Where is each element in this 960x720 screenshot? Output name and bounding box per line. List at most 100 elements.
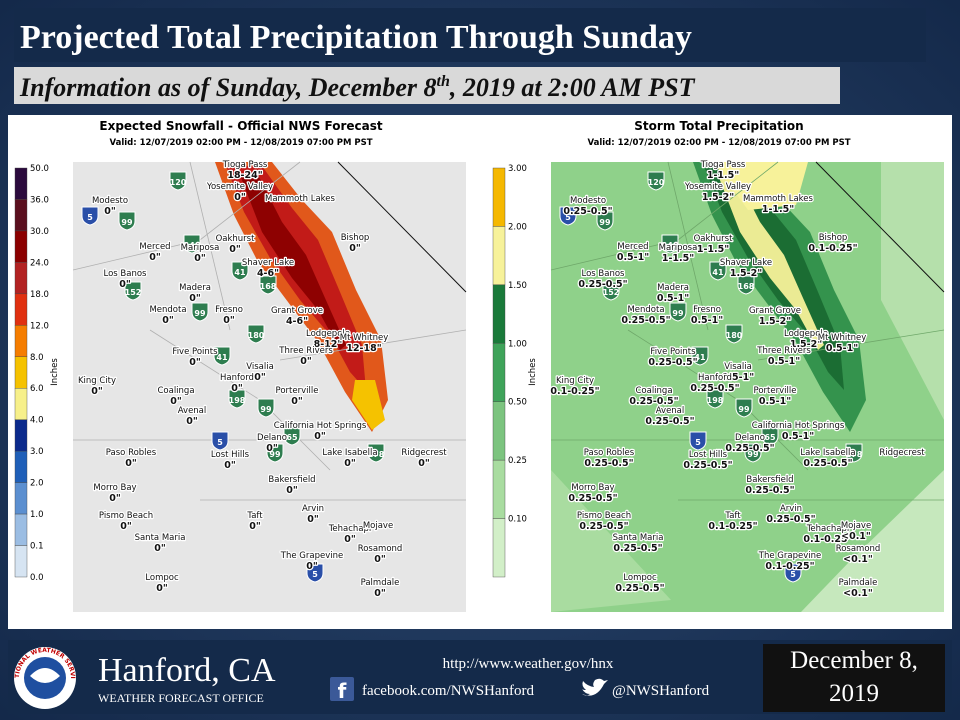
place-name: Bishop [341,233,370,243]
place-name: Oakhurst [216,234,256,244]
place-name: Ridgecrest [879,448,925,458]
place-name: Shaver Lake [242,258,294,268]
place-name: Lost Hills [211,450,250,460]
place-name: Three Rivers [278,346,333,356]
place-amount: 0.5-1" [768,356,800,367]
place-name: Paso Robles [584,448,635,458]
place-name: Modesto [570,196,606,206]
route-shield [169,171,187,191]
panel-title: Storm Total Precipitation [634,119,803,133]
legend-swatch [14,262,28,295]
legend-swatch [14,419,28,452]
facebook-link[interactable]: facebook.com/NWSHanford [362,683,535,699]
route-number: 41 [216,353,228,362]
place-name: Mariposa [181,243,220,253]
legend-swatch [14,167,28,200]
route-number: 120 [170,178,187,187]
place-name: Hanford [698,373,732,383]
place-amount: 0" [286,485,298,496]
place-name: Porterville [754,386,797,396]
place-amount: 0.25-0.5" [568,493,617,504]
legend-tick-label: 0.1 [30,542,44,552]
place-amount: 0" [223,315,235,326]
place-name: California Hot Springs [752,421,845,431]
place-amount: 0" [104,206,116,217]
route-shield [191,302,209,322]
route-shield [706,389,724,409]
route-number: 41 [712,268,724,277]
place-amount: 0.5-1" [759,396,791,407]
state-line [337,161,467,293]
place-name: Arvin [302,504,324,514]
place-name: Paso Robles [106,448,157,458]
place-name: Mammoth Lakes [743,194,814,204]
place-amount: 0.25-0.5" [690,383,739,394]
route-shield [661,234,679,254]
route-number: 168 [738,282,755,291]
route-shield [228,389,246,409]
place-amount: 0" [234,192,246,203]
place-name: Hanford [220,373,254,383]
route-shield [669,302,687,322]
place-amount: 0" [374,554,386,565]
place-amount: 0" [266,443,278,454]
facebook-icon [330,677,354,701]
legend-swatch [492,226,506,286]
legend-swatch [492,343,506,402]
place-amount: 0.25-0.5" [579,521,628,532]
precip-light [551,470,671,612]
place-amount: 0.1-0.25" [808,243,857,254]
place-amount: 1.5-2" [730,268,762,279]
twitter-icon [582,678,608,696]
place-name: Morro Bay [571,483,614,493]
place-name: Grant Grove [749,306,801,316]
legend-swatch [14,325,28,357]
subtitle-sup: th [437,73,450,90]
website[interactable]: http://www.weather.gov/hnx [443,656,614,672]
legend-unit: Inches [50,358,60,386]
route-shield [81,206,99,226]
route-number: 65 [286,433,298,442]
route-number: 41 [234,268,246,277]
place-name: Mt Whitney [818,333,867,343]
route-number: 99 [194,309,206,318]
route-shield [118,211,136,231]
legend-tick-label: 1.50 [508,281,527,291]
place-name: Morro Bay [93,483,136,493]
place-amount: 0" [109,493,121,504]
place-amount: 1-1.5" [707,170,739,181]
place-name: California Hot Springs [274,421,367,431]
route-shield [845,443,863,463]
place-amount: 0.1-0.25" [803,534,852,545]
route-number: 140 [184,241,201,250]
place-name: Rosamond [836,544,881,554]
route-shield [689,431,707,451]
place-name: The Grapevine [758,551,821,561]
route-shield [596,211,614,231]
place-amount: 0.25-0.5" [563,206,612,217]
place-amount: 0" [344,458,356,469]
route-shield [737,275,755,295]
route-shield [735,398,753,418]
route-shield [183,234,201,254]
panel-valid: Valid: 12/07/2019 02:00 PM - 12/08/2019 … [109,138,372,148]
place-amount: 1.5-2" [702,192,734,203]
route-shield [647,171,665,191]
place-amount: <0.1" [841,531,871,542]
twitter-link[interactable]: @NWSHanford [612,683,710,699]
place-name: Los Banos [582,269,626,279]
panel-title: Expected Snowfall - Official NWS Forecas… [99,119,382,133]
place-amount: 0" [189,293,201,304]
place-name: Pismo Beach [577,511,631,521]
place-name: Bakersfield [746,475,793,485]
place-name: Bishop [819,233,848,243]
route-shield [367,443,385,463]
route-shield [784,563,802,583]
route-shield [559,206,577,226]
legend-tick-label: 36.0 [30,195,49,205]
map-area [240,175,346,350]
place-name: Merced [617,242,648,252]
place-amount: 0" [162,315,174,326]
legend-tick-label: 0.50 [508,398,527,408]
place-amount: 18-24" [227,170,262,181]
